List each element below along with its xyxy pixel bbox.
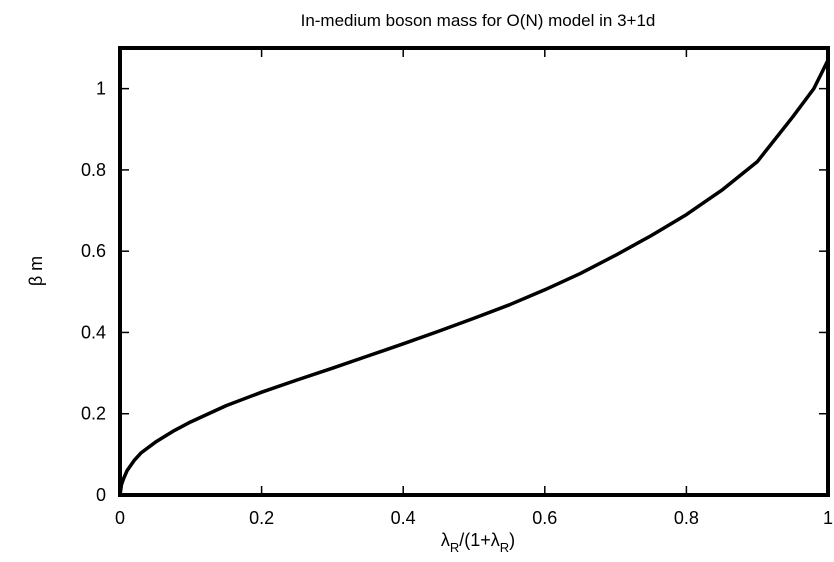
y-tick-label: 0.2 xyxy=(81,404,106,424)
plot-frame xyxy=(118,46,830,497)
tick-labels: 0 0.2 0.4 0.6 0.8 1 0 0.2 0.4 0.6 0.8 1 xyxy=(81,79,833,528)
x-tick-label: 0.4 xyxy=(391,508,416,528)
tick-marks xyxy=(119,48,829,496)
x-tick-label: 0.8 xyxy=(674,508,699,528)
y-axis-label: β m xyxy=(26,256,46,286)
x-axis-label: λR/(1+λR) xyxy=(441,530,515,555)
y-tick-label: 0.8 xyxy=(81,160,106,180)
chart-title: In-medium boson mass for O(N) model in 3… xyxy=(301,11,656,30)
x-tick-label: 1 xyxy=(823,508,833,528)
series-line xyxy=(118,58,830,497)
y-tick-label: 0 xyxy=(96,485,106,505)
y-tick-label: 0.4 xyxy=(81,322,106,342)
x-tick-label: 0.6 xyxy=(532,508,557,528)
y-tick-label: 1 xyxy=(96,79,106,99)
x-tick-label: 0 xyxy=(115,508,125,528)
x-tick-label: 0.2 xyxy=(249,508,274,528)
y-tick-label: 0.6 xyxy=(81,241,106,261)
